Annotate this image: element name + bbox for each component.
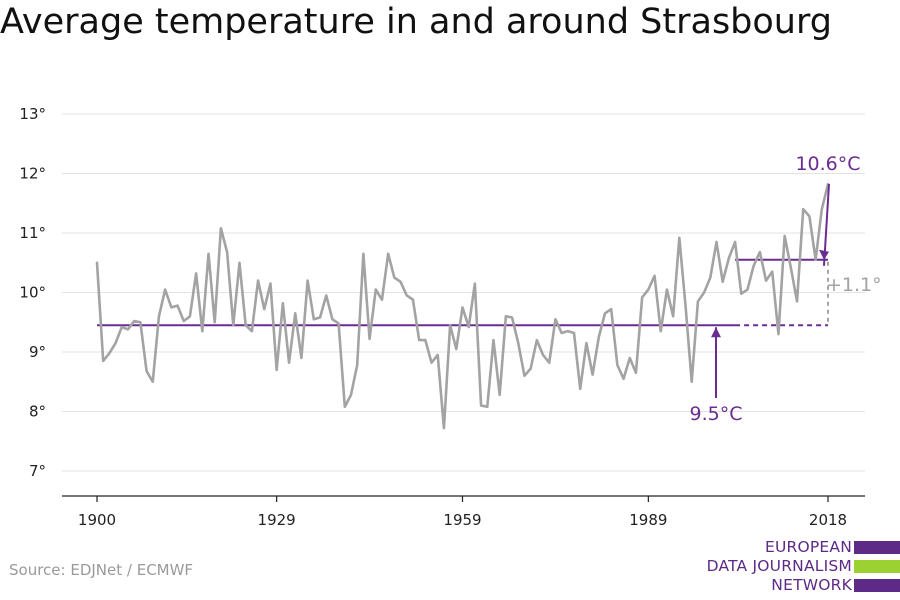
y-tick-label-11: 11° bbox=[19, 224, 46, 242]
recent-arrow-head bbox=[819, 249, 829, 260]
logo-line-data-journalism: DATA JOURNALISM bbox=[706, 557, 852, 575]
source-note: Source: EDJNet / ECMWF bbox=[9, 561, 194, 579]
y-tick-label-7: 7° bbox=[29, 462, 46, 480]
edjnet-logo[interactable]: EUROPEAN DATA JOURNALISM NETWORK bbox=[690, 538, 900, 598]
x-axis: 1900 1929 1959 1989 2018 bbox=[62, 495, 865, 529]
grid-lines bbox=[62, 113, 865, 472]
logo-bar-purple-bottom bbox=[854, 579, 900, 592]
chart-title: Average temperature in and around Strasb… bbox=[0, 2, 832, 42]
x-tick-label-2018: 2018 bbox=[809, 511, 847, 529]
logo-bar-green bbox=[854, 560, 900, 573]
annotations: 9.5°C 10.6°C +1.1° bbox=[690, 153, 882, 425]
difference-label: +1.1° bbox=[826, 274, 882, 296]
recent-mean-label: 10.6°C bbox=[795, 153, 860, 175]
x-tick-label-1959: 1959 bbox=[443, 511, 481, 529]
series-line-temperature bbox=[95, 182, 830, 430]
baseline-arrow-head bbox=[711, 327, 721, 338]
y-axis-tick-labels: 7° 8° 9° 10° 11° 12° 13° bbox=[19, 105, 46, 480]
y-tick-label-10: 10° bbox=[19, 284, 46, 302]
logo-line-european: EUROPEAN bbox=[764, 538, 852, 556]
y-tick-label-13: 13° bbox=[19, 105, 46, 123]
y-tick-label-12: 12° bbox=[19, 165, 46, 183]
series-layer bbox=[95, 182, 830, 430]
logo-bar-purple-top bbox=[854, 541, 900, 554]
y-tick-label-9: 9° bbox=[29, 343, 46, 361]
x-tick-label-1989: 1989 bbox=[629, 511, 667, 529]
logo-line-network: NETWORK bbox=[771, 576, 852, 594]
y-tick-label-8: 8° bbox=[29, 403, 46, 421]
baseline-label: 9.5°C bbox=[690, 403, 743, 425]
x-tick-label-1900: 1900 bbox=[78, 511, 116, 529]
x-tick-label-1929: 1929 bbox=[258, 511, 296, 529]
